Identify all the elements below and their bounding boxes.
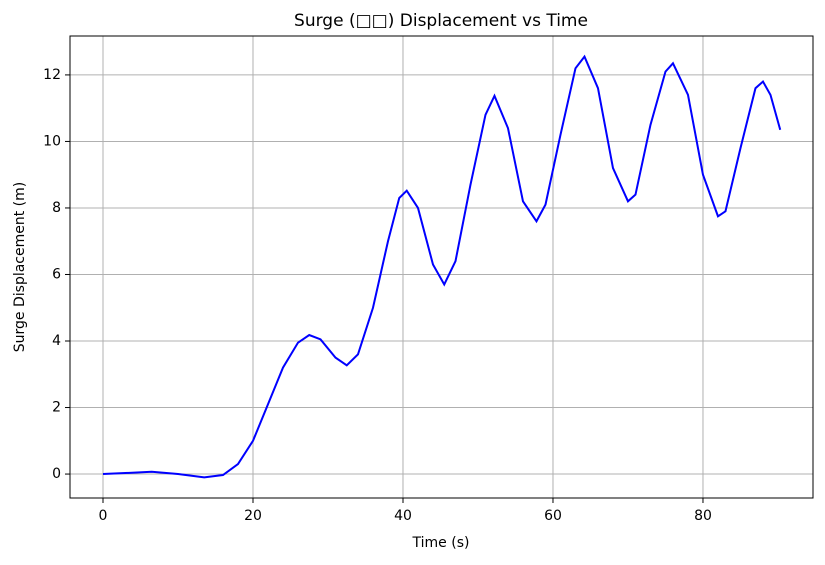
x-axis-label: Time (s): [412, 535, 470, 551]
chart-title: Surge (□□) Displacement vs Time: [294, 11, 588, 31]
x-tick-label: 0: [99, 508, 108, 524]
x-tick-label: 80: [694, 508, 712, 524]
x-tick-label: 20: [244, 508, 262, 524]
x-tick-label: 60: [544, 508, 562, 524]
y-tick-label: 4: [52, 333, 61, 349]
y-axis-label: Surge Displacement (m): [12, 182, 28, 352]
y-tick-label: 0: [52, 466, 61, 482]
y-tick-label: 10: [43, 133, 61, 149]
x-tick-label: 40: [394, 508, 412, 524]
y-tick-label: 2: [52, 400, 61, 416]
plot-frame: [69, 35, 814, 499]
y-tick-label: 6: [52, 266, 61, 282]
y-tick-label: 8: [52, 200, 61, 216]
data-line: [102, 54, 782, 479]
y-tick-label: 12: [43, 67, 61, 83]
